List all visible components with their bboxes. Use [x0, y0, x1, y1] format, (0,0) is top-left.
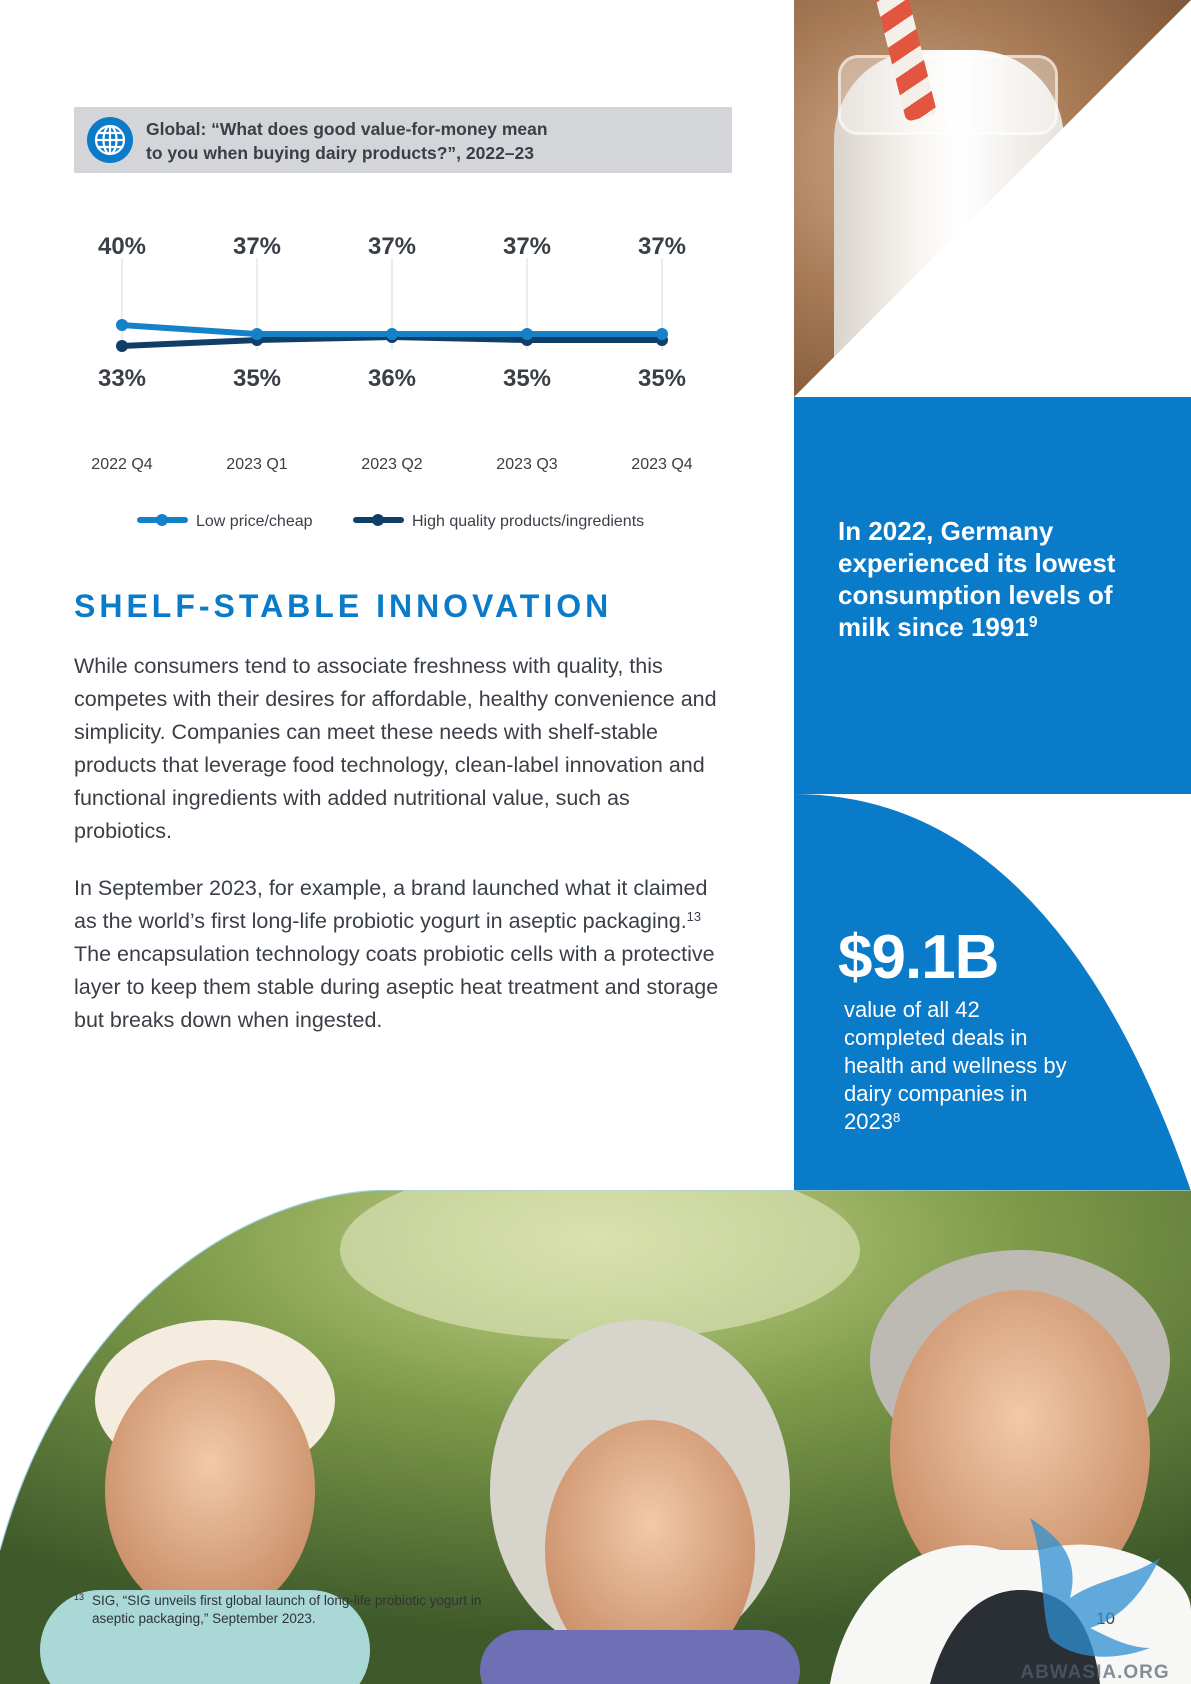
point-low-price-4 [656, 328, 668, 340]
label-high-quality-2: 36% [368, 365, 416, 392]
stat-deals-text: value of all 42 completed deals in healt… [844, 997, 1067, 1134]
stat-deals-value: $9.1B [838, 923, 999, 992]
paragraph-2: In September 2023, for example, a brand … [74, 876, 719, 1032]
section-heading: SHELF-STABLE INNOVATION [74, 588, 613, 624]
milk-bottle-photo [794, 0, 1191, 397]
stat-card-deals: $9.1B value of all 42 completed deals in… [794, 794, 1191, 1191]
x-tick-label-1: 2023 Q1 [226, 456, 287, 473]
x-tick-label-3: 2023 Q3 [496, 456, 557, 473]
chart-header: Global: “What does good value-for-money … [74, 107, 732, 173]
stat-germany-text: In 2022, Germany experienced its lowest … [838, 516, 1116, 642]
label-low-price-1: 37% [233, 233, 281, 260]
label-high-quality-0: 33% [98, 365, 146, 392]
x-tick-label-0: 2022 Q4 [91, 456, 152, 473]
label-high-quality-3: 35% [503, 365, 551, 392]
label-low-price-2: 37% [368, 233, 416, 260]
point-high-quality-0 [116, 340, 128, 352]
point-low-price-1 [251, 328, 263, 340]
x-tick-label-2: 2023 Q2 [361, 456, 422, 473]
label-low-price-4: 37% [638, 233, 686, 260]
legend-marker-low-price [156, 514, 168, 526]
label-low-price-3: 37% [503, 233, 551, 260]
paragraph-1: While consumers tend to associate freshn… [74, 654, 717, 843]
chart-title: Global: “What does good value-for-money … [146, 119, 548, 163]
label-low-price-0: 40% [98, 233, 146, 260]
label-high-quality-1: 35% [233, 365, 281, 392]
x-tick-label-4: 2023 Q4 [631, 456, 692, 473]
globe-icon [87, 117, 133, 163]
footnote-ref[interactable]: 13 [686, 908, 702, 924]
watermark-logo: ABWASIA.ORG [1020, 1518, 1169, 1683]
legend-label-high-quality: High quality products/ingredients [412, 513, 644, 530]
seniors-laughing-photo [0, 1190, 1191, 1684]
label-high-quality-4: 35% [638, 365, 686, 392]
footnote: 13 SIG, “SIG unveils first global launch… [74, 1592, 482, 1626]
point-low-price-0 [116, 319, 128, 331]
legend-label-low-price: Low price/cheap [196, 513, 313, 530]
line-chart: 40% 37% 37% 37% 37% 33% 35% 36% 35% 35% 2022 Q4 202… [91, 233, 692, 530]
point-low-price-2 [386, 328, 398, 340]
stat-card-germany: In 2022, Germany experienced its lowest … [794, 397, 1191, 794]
legend-marker-high-quality [372, 514, 384, 526]
watermark-text: ABWASIA.ORG [1020, 1662, 1169, 1683]
point-low-price-3 [521, 328, 533, 340]
